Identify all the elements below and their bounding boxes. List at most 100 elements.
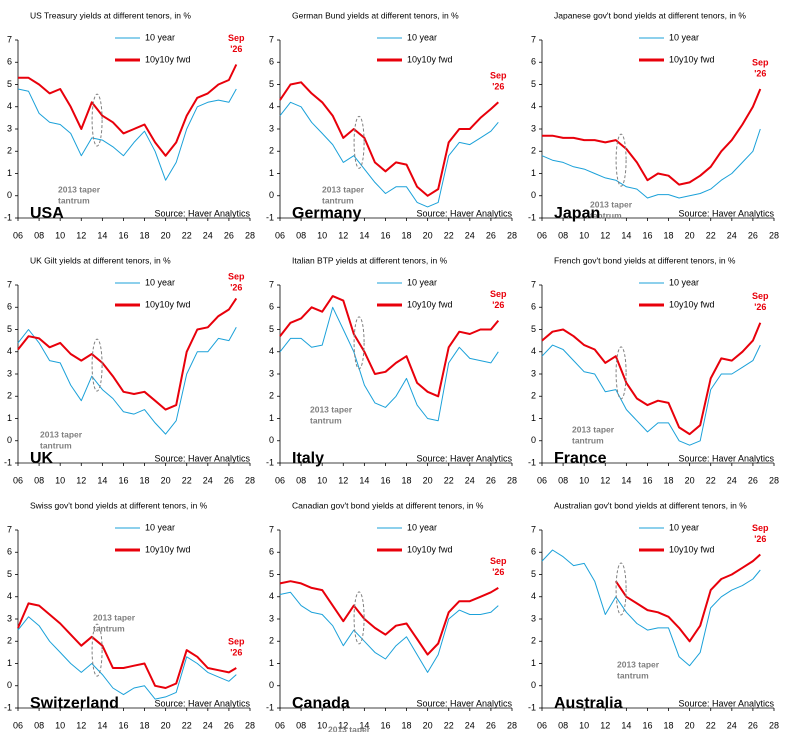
- series-line: [279, 101, 499, 208]
- legend-label: 10y10y fwd: [669, 299, 715, 309]
- x-tick-label: 20: [423, 720, 433, 730]
- y-tick-label: 1: [269, 168, 274, 178]
- end-label: '26: [754, 302, 766, 312]
- x-tick-label: 18: [664, 230, 674, 240]
- y-tick-label: -1: [266, 702, 274, 712]
- annotation: 2013 taper: [328, 724, 371, 732]
- annotation-ellipse: [615, 346, 627, 400]
- annotation: tantrum: [590, 210, 622, 220]
- country-label: Japan: [554, 205, 600, 222]
- end-label: Sep: [752, 291, 769, 301]
- x-tick-label: 26: [748, 230, 758, 240]
- x-tick-label: 22: [182, 720, 192, 730]
- y-tick-label: 2: [7, 391, 12, 401]
- x-tick-label: 26: [486, 230, 496, 240]
- annotation-ellipse: [91, 338, 103, 392]
- x-tick-label: 28: [507, 475, 517, 485]
- country-label: Italy: [292, 450, 324, 467]
- y-tick-label: 7: [269, 34, 274, 44]
- annotation: 2013 taper: [322, 184, 365, 194]
- y-tick-label: 3: [269, 613, 274, 623]
- y-tick-label: 7: [7, 279, 12, 289]
- y-tick-label: 6: [7, 57, 12, 67]
- y-tick-label: 1: [531, 658, 536, 668]
- y-tick-label: 4: [269, 346, 274, 356]
- x-tick-label: 12: [76, 230, 86, 240]
- annotation-ellipse: [615, 133, 627, 187]
- x-tick-label: 22: [706, 230, 716, 240]
- x-tick-label: 24: [727, 230, 737, 240]
- series-line: [541, 128, 761, 199]
- y-tick-label: 4: [531, 101, 536, 111]
- y-tick-label: 5: [531, 79, 536, 89]
- x-tick-label: 18: [402, 475, 412, 485]
- x-tick-label: 08: [34, 230, 44, 240]
- country-label: UK: [30, 450, 54, 467]
- x-tick-label: 14: [97, 230, 107, 240]
- x-tick-label: 28: [245, 230, 255, 240]
- x-tick-label: 22: [706, 475, 716, 485]
- annotation-ellipse: [91, 623, 103, 677]
- annotation-ellipse: [353, 115, 365, 169]
- panel: Italian BTP yields at different tenors, …: [266, 255, 517, 485]
- end-label: Sep: [752, 523, 769, 533]
- x-tick-label: 14: [359, 230, 369, 240]
- end-label: Sep: [490, 289, 507, 299]
- y-tick-label: 3: [7, 123, 12, 133]
- x-tick-label: 10: [579, 475, 589, 485]
- legend-label: 10y10y fwd: [407, 544, 453, 554]
- y-tick-label: -1: [528, 457, 536, 467]
- x-tick-label: 16: [380, 475, 390, 485]
- y-tick-label: 1: [7, 413, 12, 423]
- y-tick-label: 2: [7, 636, 12, 646]
- y-tick-label: 6: [269, 547, 274, 557]
- x-tick-label: 18: [402, 230, 412, 240]
- y-tick-label: 6: [531, 57, 536, 67]
- y-tick-label: 4: [531, 591, 536, 601]
- y-tick-label: 7: [7, 34, 12, 44]
- x-tick-label: 12: [338, 475, 348, 485]
- x-tick-label: 28: [769, 475, 779, 485]
- y-tick-label: 1: [531, 413, 536, 423]
- series-line: [542, 88, 762, 186]
- y-tick-label: 2: [269, 391, 274, 401]
- annotation-ellipse: [91, 93, 103, 147]
- y-tick-label: 3: [531, 368, 536, 378]
- y-tick-label: 4: [531, 346, 536, 356]
- x-tick-label: 08: [296, 230, 306, 240]
- series-line: [279, 580, 499, 656]
- x-tick-label: 26: [224, 475, 234, 485]
- country-label: France: [554, 450, 607, 467]
- x-tick-label: 24: [203, 230, 213, 240]
- x-tick-label: 06: [537, 475, 547, 485]
- legend-label: 10y10y fwd: [669, 544, 715, 554]
- y-tick-label: 5: [269, 79, 274, 89]
- x-tick-label: 16: [380, 720, 390, 730]
- y-tick-label: 7: [531, 524, 536, 534]
- y-tick-label: 5: [7, 79, 12, 89]
- x-tick-label: 06: [537, 720, 547, 730]
- x-tick-label: 18: [664, 720, 674, 730]
- x-tick-label: 22: [182, 475, 192, 485]
- x-tick-label: 28: [507, 230, 517, 240]
- legend-label: 10 year: [407, 277, 437, 287]
- annotation: tantrum: [40, 440, 72, 450]
- y-tick-label: 2: [531, 391, 536, 401]
- x-tick-label: 26: [748, 475, 758, 485]
- annotation: tantrum: [322, 195, 354, 205]
- y-tick-label: -1: [266, 212, 274, 222]
- x-tick-label: 18: [664, 475, 674, 485]
- country-label: Germany: [292, 205, 361, 222]
- x-tick-label: 20: [685, 475, 695, 485]
- y-tick-label: 2: [269, 146, 274, 156]
- chart-title: UK Gilt yields at different tenors, in %: [30, 255, 171, 265]
- y-tick-label: 0: [269, 435, 274, 445]
- x-tick-label: 12: [338, 720, 348, 730]
- x-tick-label: 24: [465, 230, 475, 240]
- panel: Canadian gov't bond yields at different …: [266, 500, 517, 732]
- end-label: '26: [492, 82, 504, 92]
- chart-title: Swiss gov't bond yields at different ten…: [30, 500, 208, 510]
- x-tick-label: 12: [76, 475, 86, 485]
- chart-title: Canadian gov't bond yields at different …: [292, 500, 484, 510]
